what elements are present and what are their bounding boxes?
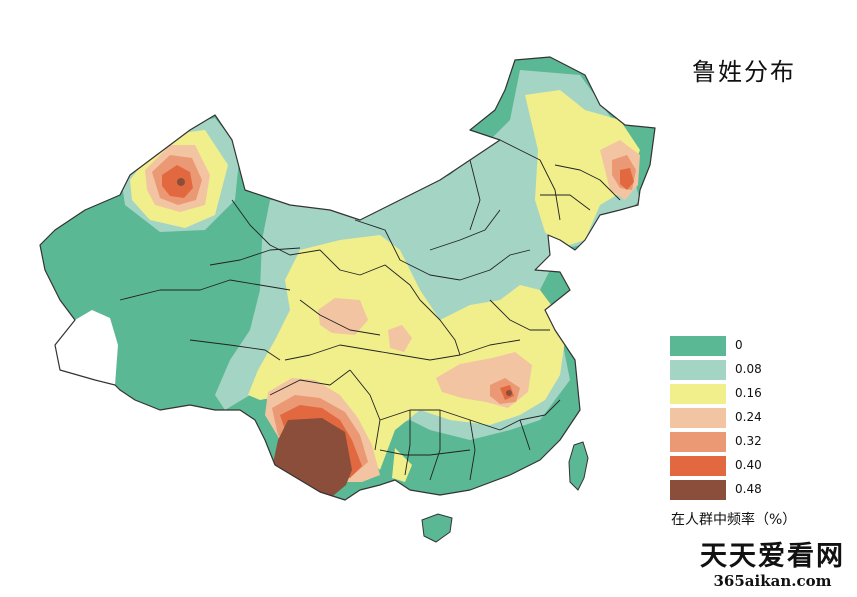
legend-swatch [670, 408, 726, 428]
taiwan-island [568, 441, 589, 491]
legend-label: 0.24 [735, 410, 762, 424]
legend-item: 0.24 [670, 408, 850, 431]
province-boundaries [119, 139, 621, 481]
watermark-name: 天天爱看网 [700, 541, 845, 572]
legend-item: 0.40 [670, 456, 850, 479]
legend-swatch [670, 360, 726, 380]
legend-item: 0.32 [670, 432, 850, 455]
legend-item: 0.08 [670, 360, 850, 383]
legend-item: 0 [670, 336, 850, 359]
legend-label: 0.32 [735, 434, 762, 448]
legend-label: 0.16 [735, 386, 762, 400]
legend-label: 0.08 [735, 362, 762, 376]
legend-label: 0.40 [735, 458, 762, 472]
map-title: 鲁姓分布 [692, 58, 796, 86]
legend-label: 0 [735, 338, 743, 352]
legend-label: 0.48 [735, 482, 762, 496]
legend-swatch [670, 432, 726, 452]
china-outline [39, 56, 656, 501]
legend-item: 0.48 [670, 480, 850, 503]
legend-caption: 在人群中频率（%） [671, 512, 797, 528]
no-data-region [55, 310, 118, 385]
legend-swatch [670, 480, 726, 500]
hainan-island [421, 513, 453, 543]
legend-swatch [670, 384, 726, 404]
legend-swatch [670, 456, 726, 476]
legend-item: 0.16 [670, 384, 850, 407]
legend-swatch [670, 336, 726, 356]
watermark-url: 365aikan.com [713, 572, 832, 590]
watermark: 天天爱看网 365aikan.com [690, 541, 855, 591]
legend: 0 0.08 0.16 0.24 0.32 0.40 0.48 [670, 336, 850, 504]
